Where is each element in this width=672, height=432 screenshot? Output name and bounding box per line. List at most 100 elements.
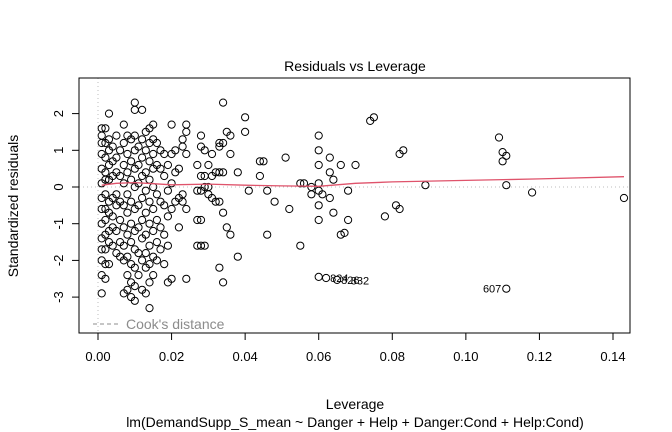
data-point: [138, 153, 147, 162]
data-point: [233, 168, 242, 177]
data-point: [174, 223, 183, 232]
data-point: [127, 197, 136, 206]
data-point: [145, 197, 154, 206]
data-point: [112, 131, 121, 140]
data-point: [241, 127, 250, 136]
data-point: [123, 168, 132, 177]
data-point: [123, 190, 132, 199]
data-point: [215, 168, 224, 177]
data-point: [494, 133, 504, 142]
data-point: [314, 215, 323, 225]
data-point: [123, 208, 132, 217]
data-point: [200, 146, 209, 155]
data-point: [145, 157, 154, 166]
data-point: [156, 223, 165, 232]
data-point: [314, 272, 323, 281]
data-point: [130, 296, 139, 305]
data-point: [226, 131, 235, 140]
data-point: [160, 260, 169, 269]
y-tick-label: 0: [51, 183, 66, 190]
data-point: [97, 289, 106, 298]
x-tick-label: 0.08: [380, 349, 405, 364]
data-point: [285, 204, 294, 214]
data-point: [156, 164, 165, 173]
data-point: [149, 226, 158, 236]
data-point: [281, 153, 290, 162]
data-point: [127, 219, 136, 228]
data-point: [211, 197, 220, 206]
data-point: [200, 241, 209, 250]
data-point: [193, 160, 202, 170]
data-point: [149, 204, 158, 214]
data-point: [255, 157, 264, 166]
data-point: [207, 149, 217, 159]
data-point: [329, 208, 338, 217]
data-point: [219, 208, 228, 217]
data-point: [152, 138, 161, 148]
data-point: [314, 201, 323, 210]
data-point: [134, 142, 143, 151]
data-point: [134, 271, 143, 280]
data-point: [163, 241, 172, 250]
data-point: [152, 215, 161, 225]
data-point: [259, 157, 268, 166]
y-tick-label: 2: [51, 110, 66, 117]
labeled-data-point: [322, 273, 331, 283]
data-point: [182, 120, 191, 129]
data-point: [123, 230, 132, 239]
data-point: [344, 186, 353, 195]
x-axis-label: Leverage: [326, 396, 385, 412]
data-point: [219, 98, 228, 107]
data-point: [127, 157, 136, 166]
data-point: [296, 241, 305, 250]
data-point: [200, 182, 209, 192]
point-label-826: 826: [341, 275, 359, 287]
data-point: [119, 241, 128, 250]
data-point: [325, 168, 334, 177]
data-point: [156, 245, 165, 254]
data-point: [141, 289, 150, 298]
data-point: [116, 171, 125, 181]
data-point: [336, 160, 345, 170]
data-point: [340, 228, 349, 237]
data-point: [108, 142, 117, 151]
data-point: [325, 153, 334, 162]
data-point: [97, 131, 106, 140]
data-point: [149, 271, 158, 280]
data-point: [178, 197, 187, 206]
data-point: [138, 215, 147, 225]
data-point: [145, 241, 154, 250]
data-point: [318, 190, 327, 199]
data-point: [101, 190, 110, 199]
data-point: [108, 212, 117, 221]
x-tick-label: 0.02: [159, 349, 184, 364]
data-point: [204, 160, 213, 170]
data-point: [101, 215, 110, 225]
data-point: [215, 197, 224, 206]
data-point: [101, 260, 110, 269]
data-point: [369, 113, 378, 122]
data-point: [528, 188, 537, 197]
data-point: [395, 204, 404, 214]
data-point: [138, 105, 147, 115]
data-point: [241, 113, 250, 122]
data-point: [314, 146, 323, 155]
data-point: [307, 190, 316, 199]
data-point: [344, 215, 353, 225]
data-point: [380, 212, 389, 221]
data-point: [167, 274, 176, 283]
data-point: [329, 175, 338, 184]
data-point: [263, 186, 272, 195]
data-point: [167, 120, 176, 129]
point-label-824: 824: [330, 273, 348, 285]
data-point: [299, 179, 309, 188]
data-point: [97, 204, 106, 214]
labeled-data-point: [333, 275, 342, 284]
y-tick-label: -3: [51, 291, 66, 303]
data-point: [314, 131, 323, 140]
data-point: [270, 197, 279, 206]
data-point: [219, 138, 228, 148]
x-tick-label: 0.06: [306, 349, 331, 364]
data-point: [163, 160, 172, 170]
data-point: [104, 260, 114, 269]
